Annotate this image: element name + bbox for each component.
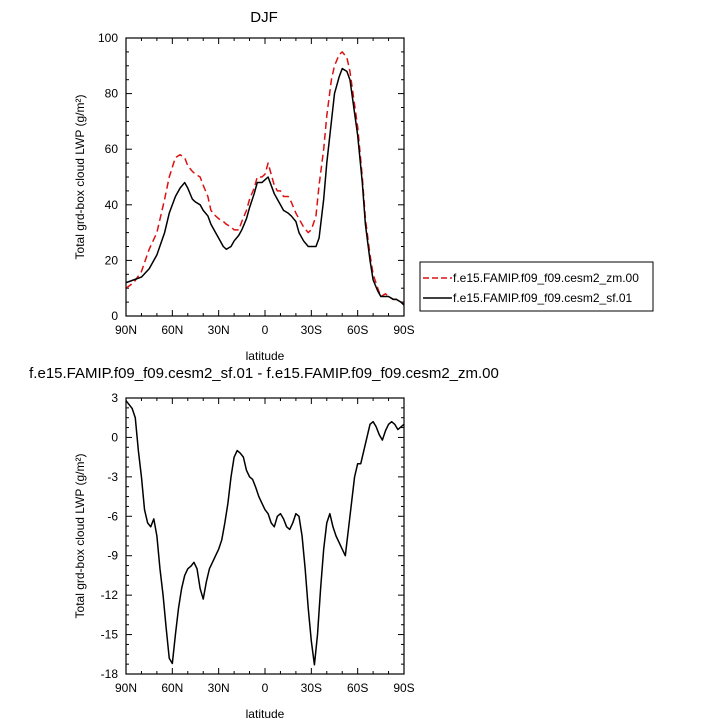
panel-top-xtick-label: 60S <box>347 323 368 337</box>
panel-top-xtick-label: 30S <box>301 323 322 337</box>
panel-top-series <box>125 51 405 306</box>
legend-label-sf: f.e15.FAMIP.f09_f09.cesm2_sf.01 <box>453 291 633 305</box>
legend: f.e15.FAMIP.f09_f09.cesm2_zm.00 f.e15.FA… <box>419 261 654 312</box>
legend-label-zm: f.e15.FAMIP.f09_f09.cesm2_zm.00 <box>453 271 639 285</box>
panel-top-ylabel: Total grd-box cloud LWP (g/m²) <box>73 95 87 260</box>
panel-bottom-ytick-label: -9 <box>107 549 118 563</box>
panel-bottom-ytick-label: -6 <box>107 509 118 523</box>
panel-top-xtick-label: 90N <box>115 323 137 337</box>
panel-top-xtick-label: 30N <box>208 323 230 337</box>
panel-bottom-ticks: 90N 60N 30N 0 30S 60S 90S 3 0 -3 -6 -9 -12 -15 -18 <box>101 391 415 695</box>
panel-top-series-line-1 <box>125 67 405 306</box>
panel-top-ytick-label: 80 <box>105 87 119 101</box>
panel-top-title: DJF <box>250 9 278 26</box>
panel-top-ytick-label: 40 <box>105 198 119 212</box>
panel-top-climatology: DJF 90N 60N 30N 0 30S 60S 90S 0 20 40 60 80 100 lati… <box>73 9 415 363</box>
panel-bottom-difference: f.e15.FAMIP.f09_f09.cesm2_sf.01 - f.e15.… <box>29 365 499 721</box>
panel-bottom-ytick-label: -15 <box>101 628 119 642</box>
panel-top-ytick-label: 0 <box>111 309 118 323</box>
panel-bottom-ytick-label: -3 <box>107 470 118 484</box>
panel-bottom-xtick-label: 0 <box>262 681 269 695</box>
panel-bottom-frame <box>125 397 405 675</box>
panel-bottom-ylabel: Total grd-box cloud LWP (g/m²) <box>73 454 87 619</box>
panel-bottom-xlabel: latitude <box>246 707 285 721</box>
panel-bottom-xtick-label: 30N <box>208 681 230 695</box>
panel-bottom-xtick-label: 60S <box>347 681 368 695</box>
panel-bottom-xtick-label: 30S <box>301 681 322 695</box>
panel-bottom-ytick-label: -18 <box>101 667 119 681</box>
panel-top-ytick-label: 60 <box>105 142 119 156</box>
panel-top-frame <box>125 37 405 317</box>
panel-top-xtick-label: 60N <box>161 323 183 337</box>
panel-bottom-xtick-label: 90S <box>393 681 414 695</box>
panel-bottom-ytick-label: 3 <box>111 391 118 405</box>
legend-box <box>419 261 654 312</box>
panel-bottom-series-line-0 <box>125 400 405 666</box>
panel-top-ytick-label: 20 <box>105 253 119 267</box>
panel-bottom-xtick-label: 90N <box>115 681 137 695</box>
panel-top-xtick-label: 0 <box>262 323 269 337</box>
panel-bottom-series <box>125 400 405 666</box>
panel-bottom-xtick-label: 60N <box>161 681 183 695</box>
panel-bottom-ytick-label: 0 <box>111 430 118 444</box>
panel-top-ticks: 90N 60N 30N 0 30S 60S 90S 0 20 40 60 80 100 <box>98 31 415 337</box>
panel-bottom-title: f.e15.FAMIP.f09_f09.cesm2_sf.01 - f.e15.… <box>29 365 499 382</box>
panel-top-xtick-label: 90S <box>393 323 414 337</box>
panel-top-ytick-label: 100 <box>98 31 118 45</box>
panel-top-xlabel: latitude <box>246 349 285 363</box>
panel-bottom-ytick-label: -12 <box>101 588 119 602</box>
